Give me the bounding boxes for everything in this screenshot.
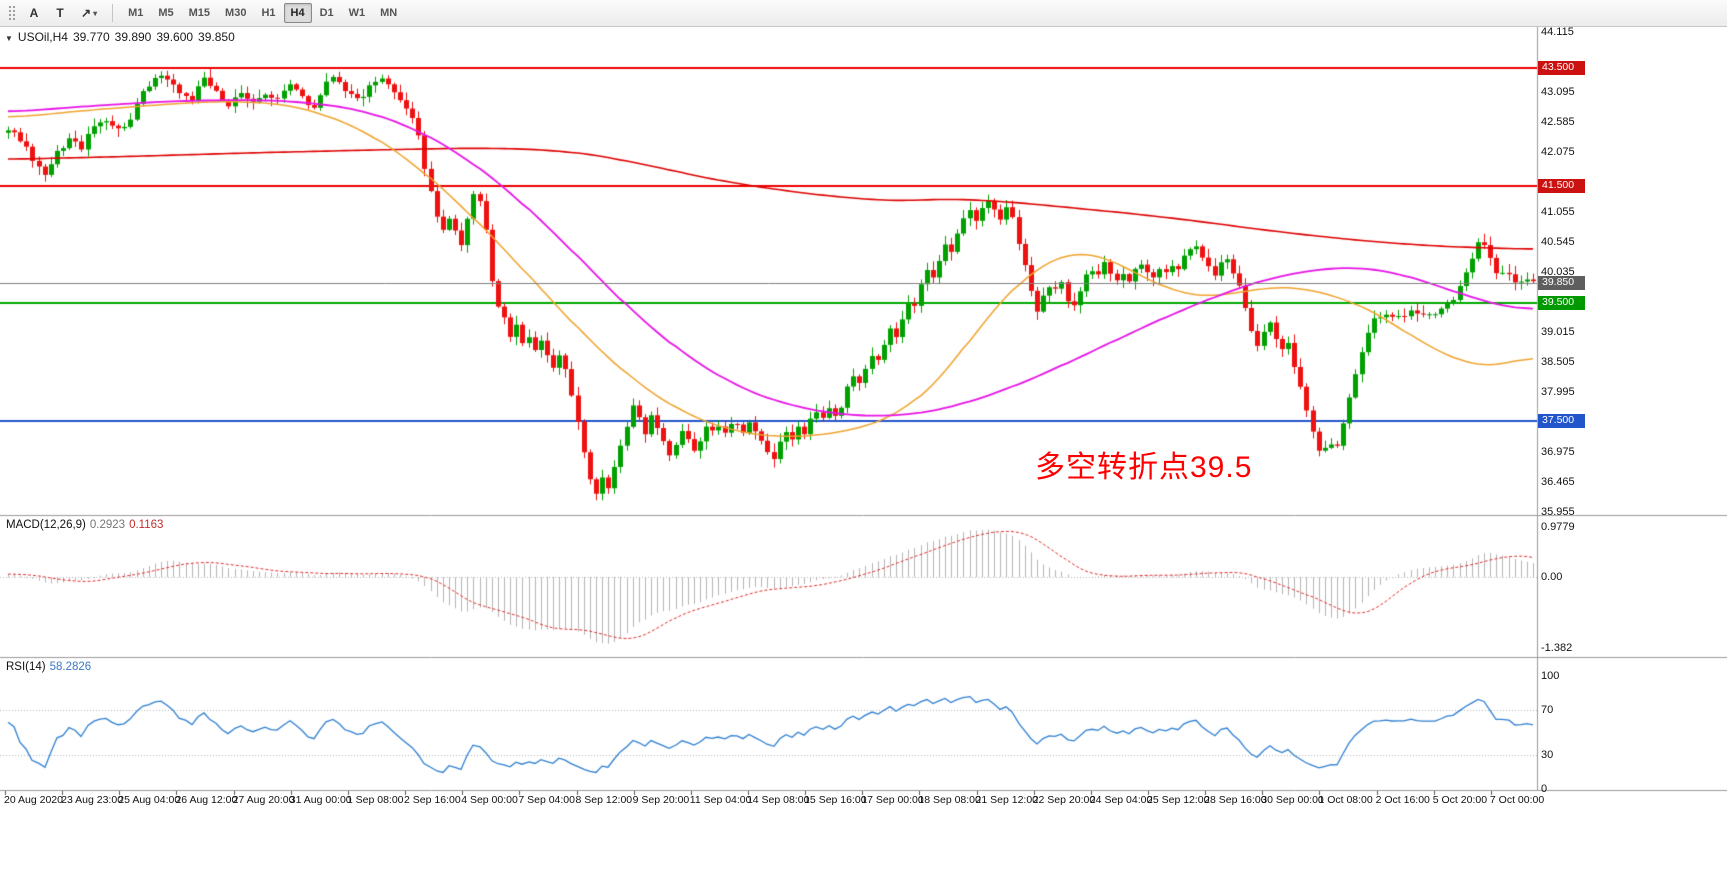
timeframe-d1-button[interactable]: D1: [313, 3, 341, 23]
time-axis-label: 5 Oct 20:00: [1432, 794, 1488, 806]
timeframe-group: M1 M5 M15 M30 H1 H4 D1 W1 MN: [121, 3, 404, 23]
price-axis-label: 42.585: [1541, 116, 1575, 128]
rsi-name: RSI(14): [6, 660, 46, 673]
chart-container: ▼ USOil,H4 39.770 39.890 39.600 39.850 MACD(1…: [0, 26, 1727, 893]
time-axis-label: 25 Aug 04:00: [118, 794, 181, 806]
time-axis-label: 20 Aug 2020: [4, 794, 63, 806]
rsi-label: RSI(14) 58.2826: [6, 661, 95, 673]
rsi-axis-label: 0: [1541, 783, 1548, 795]
timeframe-m1-button[interactable]: M1: [121, 3, 150, 23]
symbol-period: USOil,H4: [17, 30, 68, 44]
price-axis-label: 37.995: [1541, 386, 1575, 398]
price-axis[interactable]: 44.115 43.095 42.585 42.075 41.055 40.545 40.0…: [1538, 26, 1727, 795]
macd-axis-label: -1.382: [1541, 642, 1573, 654]
price-axis-label: 41.055: [1541, 206, 1575, 218]
timeframe-mn-button[interactable]: MN: [373, 3, 404, 23]
price-tag-43.500: 43.500: [1538, 61, 1585, 76]
price-axis-label: 43.095: [1541, 86, 1575, 98]
time-axis-label: 21 Sep 12:00: [975, 794, 1039, 806]
macd-axis-label: 0.00: [1541, 571, 1563, 584]
price-axis-label: 42.075: [1541, 146, 1575, 158]
time-axis[interactable]: 20 Aug 2020 23 Aug 23:00 25 Aug 04:00 26 Au…: [0, 791, 1727, 836]
price-axis-label: 40.545: [1541, 236, 1575, 248]
symbol-dropdown-icon[interactable]: ▼: [5, 34, 13, 43]
time-axis-label: 7 Sep 04:00: [518, 794, 575, 806]
chevron-down-icon: ▾: [93, 8, 98, 18]
price-tag-41.500: 41.500: [1538, 178, 1585, 193]
text-tool-button[interactable]: T: [48, 2, 72, 24]
draw-tools-button[interactable]: ↗ ▾: [74, 2, 104, 24]
time-axis-label: 25 Sep 12:00: [1147, 794, 1210, 806]
price-axis-label: 36.975: [1541, 446, 1575, 458]
time-axis-label: 17 Sep 00:00: [861, 794, 924, 806]
time-axis-label: 14 Sep 08:00: [746, 794, 810, 806]
time-axis-label: 8 Sep 12:00: [575, 794, 633, 806]
time-axis-label: 4 Sep 00:00: [461, 794, 518, 806]
rsi-axis-label: 100: [1541, 670, 1560, 682]
price-axis-label: 44.115: [1541, 26, 1574, 38]
chart-title: ▼ USOil,H4 39.770 39.890 39.600 39.850: [5, 30, 240, 44]
rsi-axis-label: 70: [1541, 703, 1554, 716]
price-axis-label: 38.505: [1541, 356, 1575, 368]
time-axis-label: 11 Sep 04:00: [689, 794, 752, 806]
time-axis-label: 2 Sep 16:00: [404, 794, 461, 806]
time-axis-label: 15 Sep 16:00: [804, 794, 867, 806]
time-axis-label: 23 Aug 23:00: [61, 794, 124, 806]
time-axis-label: 28 Sep 16:00: [1204, 794, 1267, 806]
time-axis-label: 1 Oct 08:00: [1318, 794, 1373, 806]
timeframe-w1-button[interactable]: W1: [342, 3, 373, 23]
ohlc-close: 39.850: [198, 30, 235, 44]
rsi-value: 58.2826: [49, 660, 92, 673]
toolbar-drag-handle[interactable]: [8, 5, 16, 21]
timeframe-m30-button[interactable]: M30: [218, 3, 253, 23]
toolbar-separator: [112, 4, 114, 22]
price-axis-label: 35.955: [1541, 506, 1575, 518]
time-axis-label: 9 Sep 20:00: [632, 794, 690, 806]
toolbar: A T ↗ ▾ M1 M5 M15 M30 H1 H4 D1 W1 MN: [0, 0, 1727, 27]
label-tool-button[interactable]: A: [22, 2, 46, 24]
timeframe-h4-button[interactable]: H4: [283, 3, 312, 23]
chart-canvas[interactable]: [0, 27, 1727, 893]
timeframe-m5-button[interactable]: M5: [151, 3, 180, 23]
macd-signal-value: 0.1163: [129, 518, 164, 531]
time-axis-label: 31 Aug 00:00: [289, 794, 352, 806]
price-tag-37.500: 37.500: [1538, 414, 1585, 429]
chart-annotation[interactable]: 多空转折点39.5: [1035, 451, 1253, 484]
price-axis-label: 36.465: [1541, 476, 1575, 488]
price-tag-current: 39.850: [1538, 275, 1585, 290]
price-axis-label: 39.015: [1541, 326, 1575, 338]
ohlc-low: 39.600: [156, 30, 194, 44]
price-axis-label: 40.035: [1541, 266, 1575, 278]
rsi-axis-label: 30: [1541, 749, 1554, 762]
macd-main-value: 0.2923: [89, 518, 126, 531]
time-axis-label: 1 Sep 08:00: [346, 794, 404, 806]
macd-name: MACD(12,26,9): [6, 518, 86, 531]
timeframe-h1-button[interactable]: H1: [254, 3, 282, 23]
draw-tool-icon: ↗: [81, 6, 92, 20]
time-axis-label: 7 Oct 00:00: [1489, 794, 1545, 806]
macd-axis-label: 0.9779: [1541, 521, 1575, 533]
time-axis-label: 24 Sep 04:00: [1089, 794, 1153, 806]
ohlc-high: 39.890: [114, 30, 152, 44]
timeframe-m15-button[interactable]: M15: [182, 3, 217, 23]
time-axis-label: 18 Sep 08:00: [918, 794, 981, 806]
time-axis-label: 26 Aug 12:00: [175, 794, 238, 806]
price-tag-39.500: 39.500: [1538, 296, 1585, 311]
time-axis-label: 30 Sep 00:00: [1261, 794, 1324, 806]
time-axis-label: 27 Aug 20:00: [232, 794, 295, 806]
macd-label: MACD(12,26,9) 0.2923 0.1163: [6, 519, 167, 531]
ohlc-open: 39.770: [72, 30, 110, 44]
time-axis-label: 2 Oct 16:00: [1375, 794, 1430, 806]
time-axis-label: 22 Sep 20:00: [1032, 794, 1096, 806]
